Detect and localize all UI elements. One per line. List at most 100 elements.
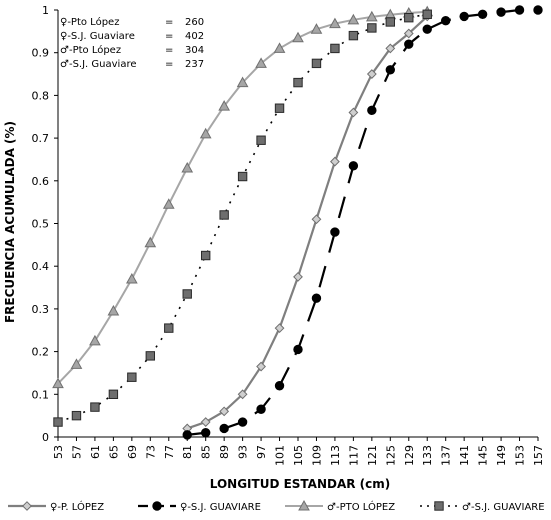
y-tick-label: 0.4 [32, 260, 50, 273]
x-tick-label: 125 [384, 445, 397, 466]
data-point [181, 161, 194, 173]
annotation-eq-0: = [165, 17, 173, 28]
data-point [162, 198, 175, 209]
data-point [366, 69, 377, 79]
data-point [256, 135, 266, 145]
data-point [459, 11, 469, 22]
x-tick-label: 105 [292, 445, 305, 466]
data-point [293, 344, 303, 355]
data-point [385, 65, 396, 75]
data-point [311, 58, 322, 69]
data-point [200, 428, 211, 438]
legend: ♀-P. LÓPEZ ♀-S.J. GUAVIARE ♂-PTO LÓPEZ ♂-S.… [8, 499, 545, 513]
x-tick-label: 77 [163, 445, 176, 459]
data-point [292, 31, 304, 43]
legend-marker [152, 501, 162, 511]
data-point [164, 323, 174, 333]
x-tick-label: 101 [274, 445, 287, 466]
series-3 [52, 5, 434, 389]
x-axis-title: LONGITUD ESTANDAR (cm) [210, 477, 391, 491]
data-point [422, 9, 432, 19]
data-point [367, 105, 377, 116]
x-tick-label: 109 [310, 445, 323, 466]
data-point [200, 250, 211, 261]
x-tick-label: 69 [126, 445, 139, 459]
data-point [236, 76, 249, 88]
y-tick-label: 0.2 [32, 346, 50, 359]
x-tick-label: 137 [440, 445, 453, 466]
x-tick-label: 121 [366, 445, 379, 466]
data-point [330, 43, 340, 54]
y-tick-label: 0.1 [32, 388, 50, 401]
data-point [404, 39, 414, 49]
data-point [53, 417, 63, 427]
x-tick-label: 97 [255, 445, 268, 459]
annotation-value-2: 304 [185, 45, 204, 56]
x-tick-label: 117 [347, 445, 360, 466]
series-2 [182, 5, 543, 440]
annotation-value-3: 237 [185, 59, 204, 70]
series-1 [182, 11, 433, 434]
annotation-eq-2: = [165, 45, 173, 56]
data-point [182, 430, 192, 440]
data-point [237, 389, 248, 400]
data-point [71, 410, 82, 421]
data-point [107, 305, 120, 316]
data-point [348, 161, 359, 171]
y-tick-label: 0.9 [32, 47, 50, 60]
x-ticks: 53 57 61 65 69 73 77 81 85 89 93 97 101 105 109 113 117 1… [52, 437, 545, 466]
legend-item-1: ♀-P. LÓPEZ [8, 500, 104, 513]
data-point [108, 389, 119, 400]
data-point [403, 28, 414, 39]
data-point [311, 214, 322, 225]
y-tick-label: 0.8 [32, 89, 50, 102]
y-ticks: 0 0.1 0.2 0.3 0.4 0.5 0.6 0.7 0.8 0.9 1 [32, 4, 58, 444]
x-tick-label: 149 [495, 445, 508, 466]
legend-item-4: ♂-S.J. GUAVIARE [420, 501, 545, 513]
annotation-label-1: ♀-S.J. Guaviare [60, 31, 135, 42]
data-point [90, 402, 100, 412]
x-tick-label: 113 [329, 445, 342, 466]
data-point [218, 100, 231, 111]
data-point [273, 42, 286, 53]
data-point [237, 417, 248, 427]
data-point [199, 127, 212, 139]
data-point [274, 103, 285, 113]
y-tick-label: 0.3 [32, 303, 50, 316]
data-point [144, 236, 157, 248]
y-tick-label: 0 [42, 431, 49, 444]
x-tick-label: 133 [421, 445, 434, 466]
data-point [256, 404, 266, 414]
annotation-eq-1: = [165, 31, 173, 42]
data-point [219, 423, 229, 434]
data-point [89, 334, 101, 346]
data-point [330, 156, 340, 167]
series-line [57, 13, 428, 423]
legend-label: ♂-PTO LÓPEZ [327, 500, 395, 513]
data-point [311, 293, 322, 303]
x-tick-label: 93 [237, 445, 250, 459]
series-4 [53, 9, 432, 427]
y-tick-label: 0.5 [32, 218, 50, 231]
annotation-value-0: 260 [185, 17, 204, 28]
x-tick-label: 153 [514, 445, 527, 466]
x-tick-label: 85 [200, 445, 213, 459]
x-tick-label: 57 [70, 445, 83, 459]
data-point [310, 23, 323, 34]
data-point [385, 43, 396, 54]
x-tick-label: 89 [218, 445, 231, 459]
data-point [496, 7, 506, 17]
data-point [274, 323, 285, 334]
data-point [255, 57, 267, 68]
x-tick-label: 141 [458, 445, 471, 466]
data-point [404, 12, 414, 23]
legend-marker [434, 501, 444, 511]
annotation-label-2: ♂-Pto López [60, 44, 121, 56]
data-point [200, 417, 211, 427]
data-point [219, 406, 230, 417]
annotation-value-1: 402 [185, 31, 204, 42]
data-point [145, 351, 156, 361]
legend-label: ♀-P. LÓPEZ [50, 500, 104, 513]
y-tick-label: 0.6 [32, 175, 50, 188]
